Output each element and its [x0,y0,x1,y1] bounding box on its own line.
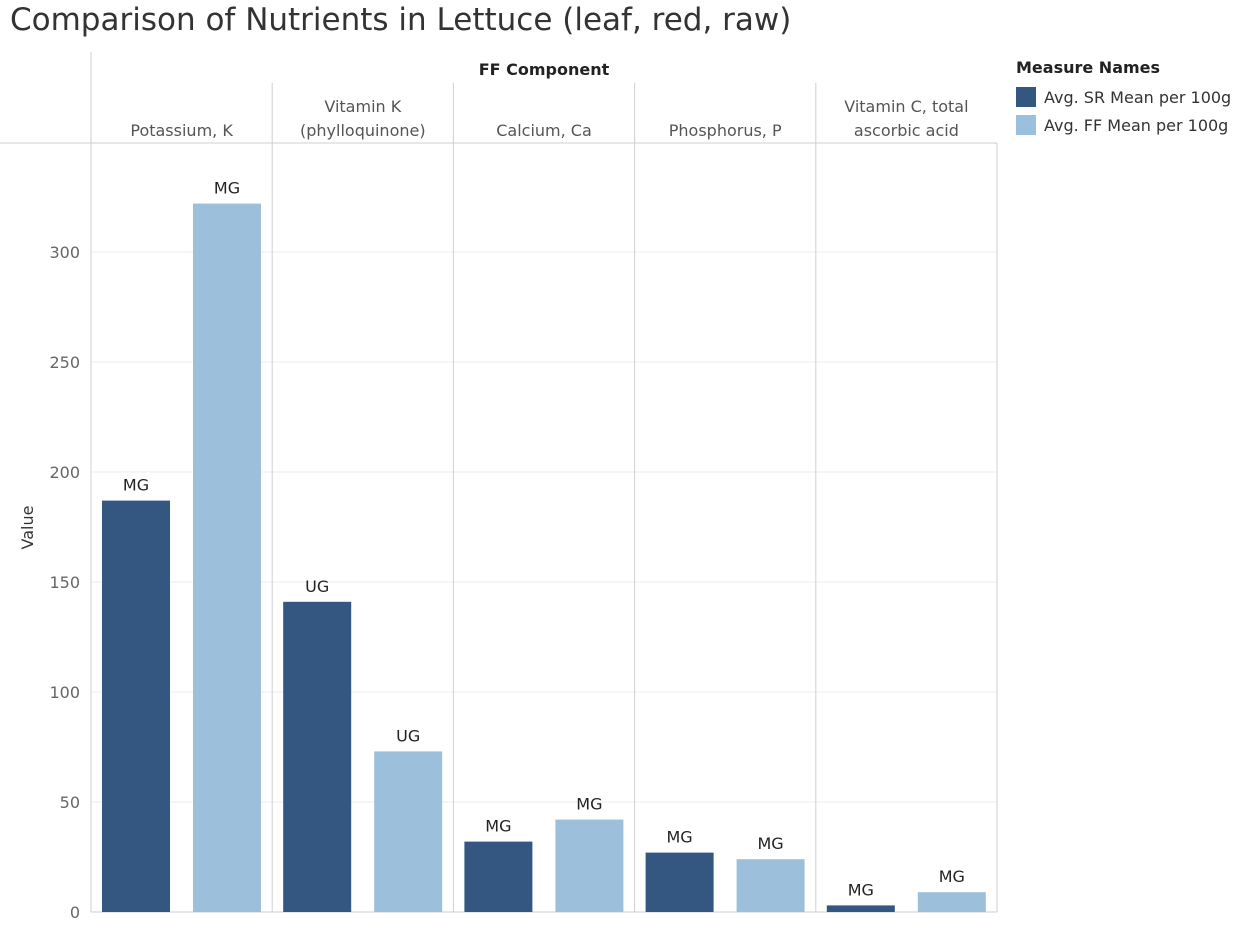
data-label-ff-2: MG [576,795,602,814]
column-header: FF Component [479,60,610,79]
y-tick-label-0: 0 [70,903,80,922]
bar-ff-2 [555,819,624,912]
legend-title: Measure Names [1016,58,1161,77]
chart-title: Comparison of Nutrients in Lettuce (leaf… [10,2,792,38]
data-label-ff-3: MG [757,834,783,853]
legend-item-ff[interactable]: Avg. FF Mean per 100g [1016,111,1231,139]
bar-ff-1 [374,751,443,912]
bar-ff-0 [193,203,261,913]
category-label-1-1: (phylloquinone) [300,121,426,140]
legend-swatch-sr [1016,87,1036,107]
category-label-0-0: Potassium, K [130,121,233,140]
legend: Measure Names Avg. SR Mean per 100g Avg.… [1016,58,1231,139]
bar-sr-2 [464,841,533,912]
bar-sr-3 [645,852,714,912]
category-label-4-1: ascorbic acid [854,121,959,140]
bar-sr-0 [102,500,170,912]
data-label-sr-2: MG [485,817,511,836]
y-tick-label-1: 50 [60,793,80,812]
y-axis-title: Value [18,506,37,550]
y-tick-label-6: 300 [49,243,80,262]
legend-swatch-ff [1016,115,1036,135]
legend-label-sr: Avg. SR Mean per 100g [1044,87,1232,107]
bar-sr-4 [826,905,895,912]
data-label-sr-4: MG [848,880,874,899]
legend-label-ff: Avg. FF Mean per 100g [1044,115,1229,135]
category-label-2-0: Calcium, Ca [496,121,592,140]
category-label-3-0: Phosphorus, P [669,121,782,140]
data-label-ff-0: MG [214,179,240,198]
data-label-sr-3: MG [666,828,692,847]
data-label-ff-1: UG [396,726,420,745]
bar-ff-3 [736,859,805,912]
legend-item-sr[interactable]: Avg. SR Mean per 100g [1016,83,1231,111]
category-label-1-0: Vitamin K [324,97,401,116]
category-label-4-0: Vitamin C, total [844,97,968,116]
y-tick-label-5: 250 [49,353,80,372]
data-label-sr-1: UG [305,577,329,596]
bar-sr-1 [283,601,352,912]
y-tick-label-3: 150 [49,573,80,592]
y-tick-label-2: 100 [49,683,80,702]
y-tick-label-4: 200 [49,463,80,482]
data-label-sr-0: MG [123,476,149,495]
data-label-ff-4: MG [939,867,965,886]
bar-ff-4 [917,892,986,912]
